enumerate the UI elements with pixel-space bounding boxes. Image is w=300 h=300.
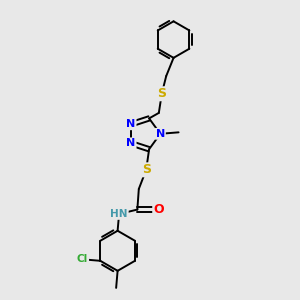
- Text: S: S: [142, 163, 151, 176]
- Text: S: S: [157, 87, 166, 100]
- Text: N: N: [126, 138, 136, 148]
- Text: N: N: [156, 129, 165, 139]
- Text: N: N: [126, 119, 136, 129]
- Text: Cl: Cl: [77, 254, 88, 264]
- Text: O: O: [153, 203, 164, 216]
- Text: HN: HN: [110, 209, 128, 219]
